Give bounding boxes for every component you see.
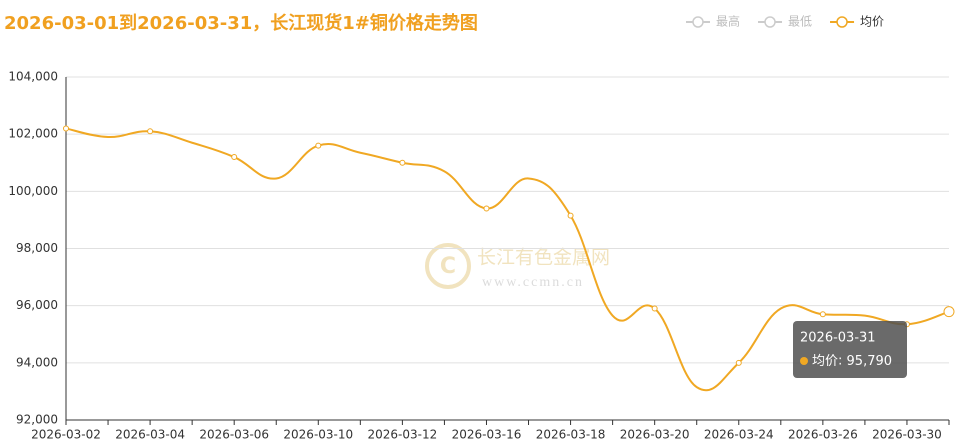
tooltip-value: 95,790	[847, 354, 893, 369]
tooltip: 2026-03-31 均价: 95,790	[793, 321, 907, 378]
x-tick-label: 2026-03-04	[115, 428, 185, 442]
watermark-url: www.ccmn.cn	[482, 275, 584, 290]
x-tick-label: 2026-03-06	[199, 428, 269, 442]
point	[651, 305, 658, 312]
point	[483, 205, 490, 212]
y-tick-label: 100,000	[8, 184, 58, 198]
point	[819, 311, 826, 318]
tooltip-series: 均价: 95,790	[812, 354, 892, 369]
x-tick-label: 2026-03-10	[283, 428, 353, 442]
line	[65, 127, 950, 392]
x-tick-label: 2026-03-16	[452, 428, 522, 442]
x-tick-label: 2026-03-18	[536, 428, 606, 442]
tooltip-box	[793, 321, 907, 378]
point	[735, 359, 742, 366]
x-tick-label: 2026-03-20	[620, 428, 690, 442]
y-tick-label: 104,000	[8, 70, 58, 84]
watermark-name: 长江有色金属网	[477, 247, 610, 269]
watermark-logo	[425, 243, 471, 289]
tooltip-title: 2026-03-31	[800, 331, 876, 346]
point	[399, 159, 406, 166]
point	[63, 125, 69, 132]
x-tick-label: 2026-03-12	[368, 428, 438, 442]
legend-symbol	[692, 16, 704, 28]
x-tick-label: 2026-03-24	[704, 428, 774, 442]
y-tick-label: 94,000	[16, 355, 58, 369]
x-tick-label: 2026-03-02	[31, 428, 101, 442]
y-tick-label: 102,000	[8, 127, 58, 141]
tooltip-series-name: 均价	[812, 354, 838, 369]
point	[943, 306, 955, 318]
point	[567, 212, 574, 219]
tooltip-dot	[800, 357, 808, 365]
x-tick-label: 2026-03-26	[788, 428, 858, 442]
legend-label[interactable]: 均价	[860, 15, 884, 29]
chart-title: 2026-03-01到2026-03-31，长江现货1#铜价格走势图	[4, 12, 478, 34]
y-tick-label: 96,000	[16, 298, 58, 312]
point	[231, 154, 238, 161]
legend-label[interactable]: 最高	[716, 14, 740, 29]
legend-symbol	[764, 16, 776, 28]
y-tick-label: 98,000	[16, 241, 58, 255]
legend-label[interactable]: 最低	[788, 15, 812, 29]
legend-symbol	[836, 16, 848, 28]
y-tick-label: 92,000	[16, 413, 58, 427]
watermark: C 长江有色金属网 www.ccmn.cn	[425, 243, 610, 290]
watermark-logo-letter: C	[440, 254, 456, 279]
point	[147, 128, 154, 135]
x-tick-label: 2026-03-30	[872, 428, 942, 442]
point	[315, 142, 322, 149]
